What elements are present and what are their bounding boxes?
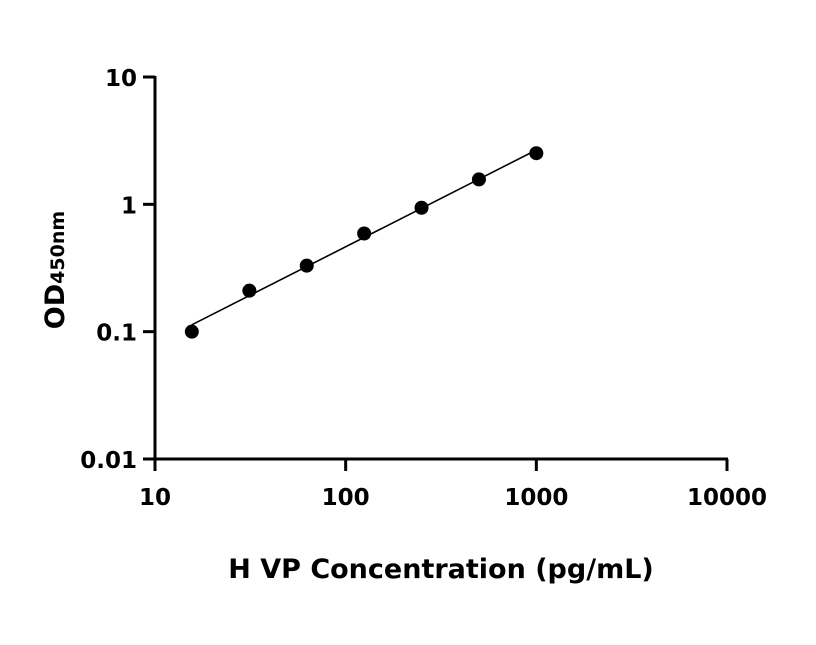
y-tick-label: 1 — [121, 193, 137, 219]
x-tick-label: 10000 — [687, 485, 767, 511]
x-axis-label: H VP Concentration (pg/mL) — [228, 554, 654, 585]
y-tick-label: 0.1 — [96, 321, 137, 347]
data-point — [242, 283, 257, 298]
data-point — [299, 258, 314, 273]
y-tick-label: 0.01 — [80, 448, 137, 474]
data-point — [357, 226, 372, 241]
data-point — [184, 324, 199, 339]
y-axis-label: OD450nm — [40, 211, 71, 329]
y-tick-label: 10 — [105, 66, 137, 92]
data-point — [414, 200, 429, 215]
data-point — [529, 146, 544, 161]
x-tick-label: 10 — [139, 485, 171, 511]
x-tick-label: 1000 — [504, 485, 568, 511]
x-tick-label: 100 — [322, 485, 370, 511]
y-axis-label-subscript: 450nm — [47, 211, 69, 284]
y-axis-label-main: OD — [40, 284, 71, 329]
axes: 0.01 0.1 1 10 10 100 1000 10000 — [80, 66, 767, 511]
data-points — [184, 146, 544, 339]
axis-labels: H VP Concentration (pg/mL) OD450nm — [40, 211, 654, 585]
data-point — [471, 172, 486, 187]
